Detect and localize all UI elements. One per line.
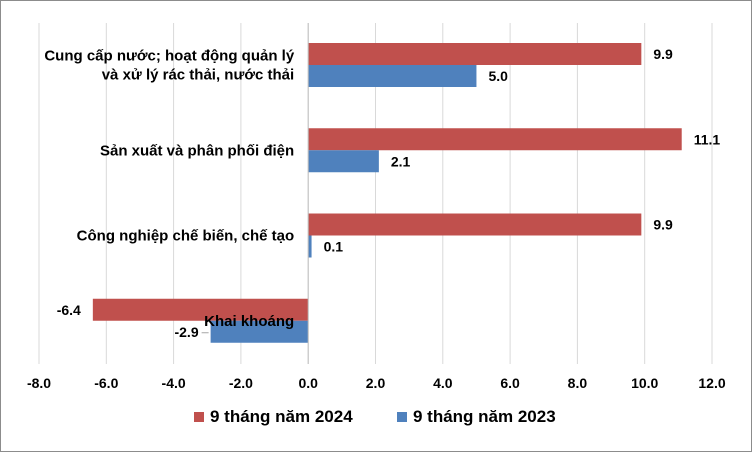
legend: 9 tháng năm 2024 9 tháng năm 2023 [194,407,556,426]
x-tick-label-0: -8.0 [27,375,51,391]
legend-label-0: 9 tháng năm 2024 [210,407,353,426]
data-label-s1-c1: 2.1 [391,153,411,169]
x-tick-label-10: 12.0 [698,375,725,391]
data-label-s0-c2: 9.9 [653,217,673,233]
category-label-2-line-0: Công nghiệp chế biến, chế tạo [77,228,295,245]
data-label-s1-c2: 0.1 [324,239,344,255]
axes: -8.0 -6.0 -4.0 -2.0 0.0 2.0 4.0 6.0 8.0 10.0 12.0 [27,23,726,391]
category-label-1-line-0: Sản xuất và phân phối điện [100,142,294,159]
category-label-0-line-1: và xử lý rác thải, nước thải [102,67,294,84]
x-tick-label-1: -6.0 [94,375,118,391]
x-tick-label-2: -4.0 [162,375,186,391]
x-tick-label-4: 0.0 [298,375,318,391]
x-tick-label-7: 6.0 [500,375,520,391]
legend-swatch-1 [397,412,407,422]
bar-s1-c2 [308,235,312,258]
x-tick-label-8: 8.0 [568,375,588,391]
legend-swatch-0 [194,412,204,422]
bar-s1-c3 [210,320,309,343]
data-label-s0-c1: 11.1 [694,131,721,147]
bar-s0-c3 [92,298,309,321]
x-tick-label-5: 2.0 [366,375,386,391]
labels: 9.9 5.0 Cung cấp nước; hoạt động quản lý và… [44,46,720,340]
category-label-0-line-0: Cung cấp nước; hoạt động quản lý [44,48,295,65]
bar-s0-c0 [308,43,642,65]
bar-s1-c1 [308,150,379,173]
bar-s0-c2 [308,213,642,236]
x-tick-label-9: 10.0 [631,375,658,391]
bars [92,43,682,343]
category-label-3-line-0: Khai khoáng [204,313,294,330]
data-label-s0-c0: 9.9 [653,46,673,62]
x-tick-label-6: 4.0 [433,375,453,391]
legend-label-1: 9 tháng năm 2023 [413,407,556,426]
data-label-s1-c0: 5.0 [488,68,508,84]
x-tick-label-3: -2.0 [229,375,253,391]
bar-s0-c1 [308,128,682,151]
bar-s1-c0 [308,65,477,87]
data-label-s0-c3: -6.4 [57,302,81,318]
data-label-s1-c3: -2.9 [174,324,198,340]
